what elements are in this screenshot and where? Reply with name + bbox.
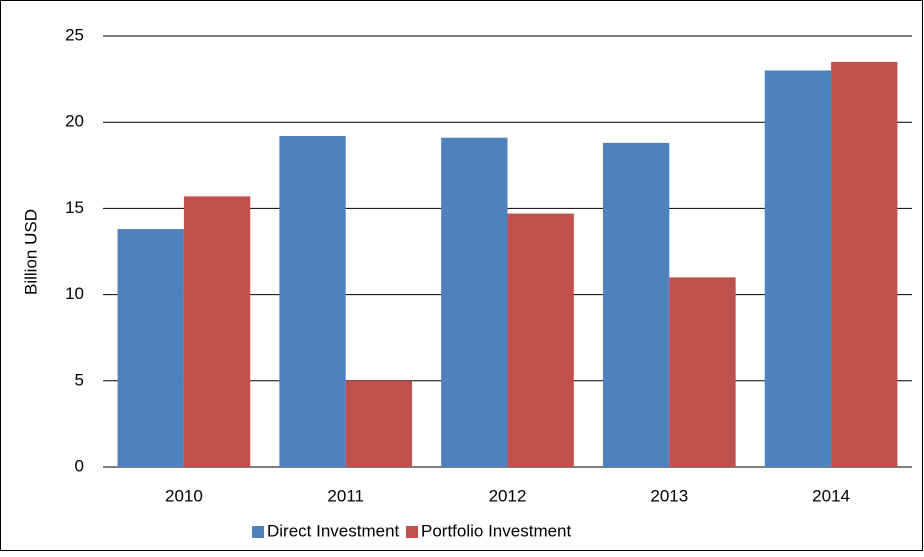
y-tick-label: 25 <box>65 25 84 44</box>
legend-swatch <box>406 526 418 538</box>
y-tick-label: 0 <box>75 456 84 475</box>
bar <box>764 70 832 467</box>
y-axis-label: Billion USD <box>21 209 40 295</box>
x-tick-label: 2014 <box>812 486 850 505</box>
bar <box>507 213 574 467</box>
y-tick-label: 5 <box>75 370 84 389</box>
y-tick-label: 20 <box>65 112 84 131</box>
y-tick-label: 10 <box>65 284 84 303</box>
bar <box>669 277 736 467</box>
legend-label: Direct Investment <box>267 521 400 540</box>
x-tick-label: 2012 <box>489 486 527 505</box>
bar <box>441 137 508 467</box>
x-tick-label: 2013 <box>650 486 688 505</box>
bar <box>183 196 251 467</box>
x-tick-label: 2011 <box>327 486 364 505</box>
x-tick-label: 2010 <box>165 486 203 505</box>
legend-label: Portfolio Investment <box>421 521 572 540</box>
bar <box>117 229 184 467</box>
bar <box>345 380 413 467</box>
y-tick-label: 15 <box>65 198 84 217</box>
bar <box>279 135 346 467</box>
bar <box>831 61 898 468</box>
legend-swatch <box>252 526 264 538</box>
bar <box>602 142 670 467</box>
